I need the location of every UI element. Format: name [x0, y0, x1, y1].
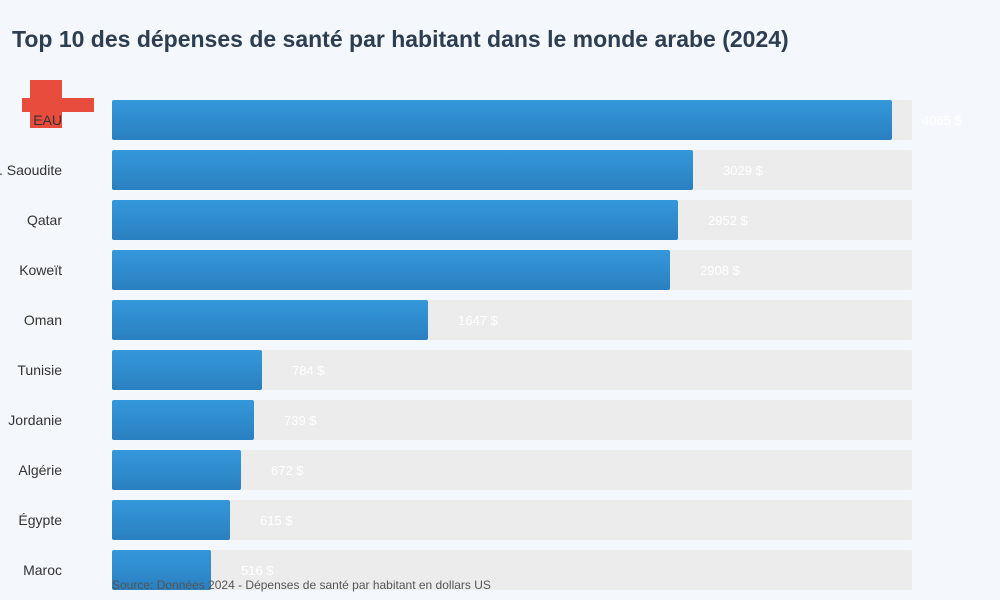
value-label: 2908 $	[700, 263, 741, 278]
category-label: Tunisie	[17, 362, 62, 378]
bar	[112, 500, 230, 540]
value-label: 672 $	[271, 463, 304, 478]
value-label: 784 $	[292, 363, 325, 378]
bar	[112, 150, 693, 190]
bar-track	[112, 450, 912, 490]
category-label: Algérie	[18, 462, 62, 478]
category-label: Égypte	[18, 512, 62, 528]
category-label: Qatar	[27, 212, 62, 228]
medical-cross-icon	[22, 80, 94, 128]
category-label: Jordanie	[8, 412, 62, 428]
value-label: 2952 $	[708, 213, 749, 228]
category-label: A. Saoudite	[0, 162, 62, 178]
bar-track	[112, 350, 912, 390]
bar-track	[112, 400, 912, 440]
source-note: Source: Données 2024 - Dépenses de santé…	[112, 578, 491, 592]
bar	[112, 450, 241, 490]
chart-title: Top 10 des dépenses de santé par habitan…	[12, 26, 789, 52]
bar	[112, 300, 428, 340]
value-label: 4065 $	[922, 113, 963, 128]
value-label: 516 $	[241, 563, 274, 578]
bar	[112, 100, 892, 140]
category-label: EAU	[33, 112, 62, 128]
value-label: 3029 $	[723, 163, 764, 178]
value-label: 739 $	[284, 413, 317, 428]
bar-track	[112, 550, 912, 590]
bar	[112, 350, 262, 390]
bar-track	[112, 500, 912, 540]
bar	[112, 400, 254, 440]
category-label: Koweït	[19, 262, 62, 278]
category-label: Maroc	[23, 562, 62, 578]
category-label: Oman	[24, 312, 62, 328]
bar	[112, 550, 211, 590]
value-label: 615 $	[260, 513, 293, 528]
value-label: 1647 $	[458, 313, 499, 328]
bar	[112, 250, 670, 290]
bar	[112, 200, 678, 240]
